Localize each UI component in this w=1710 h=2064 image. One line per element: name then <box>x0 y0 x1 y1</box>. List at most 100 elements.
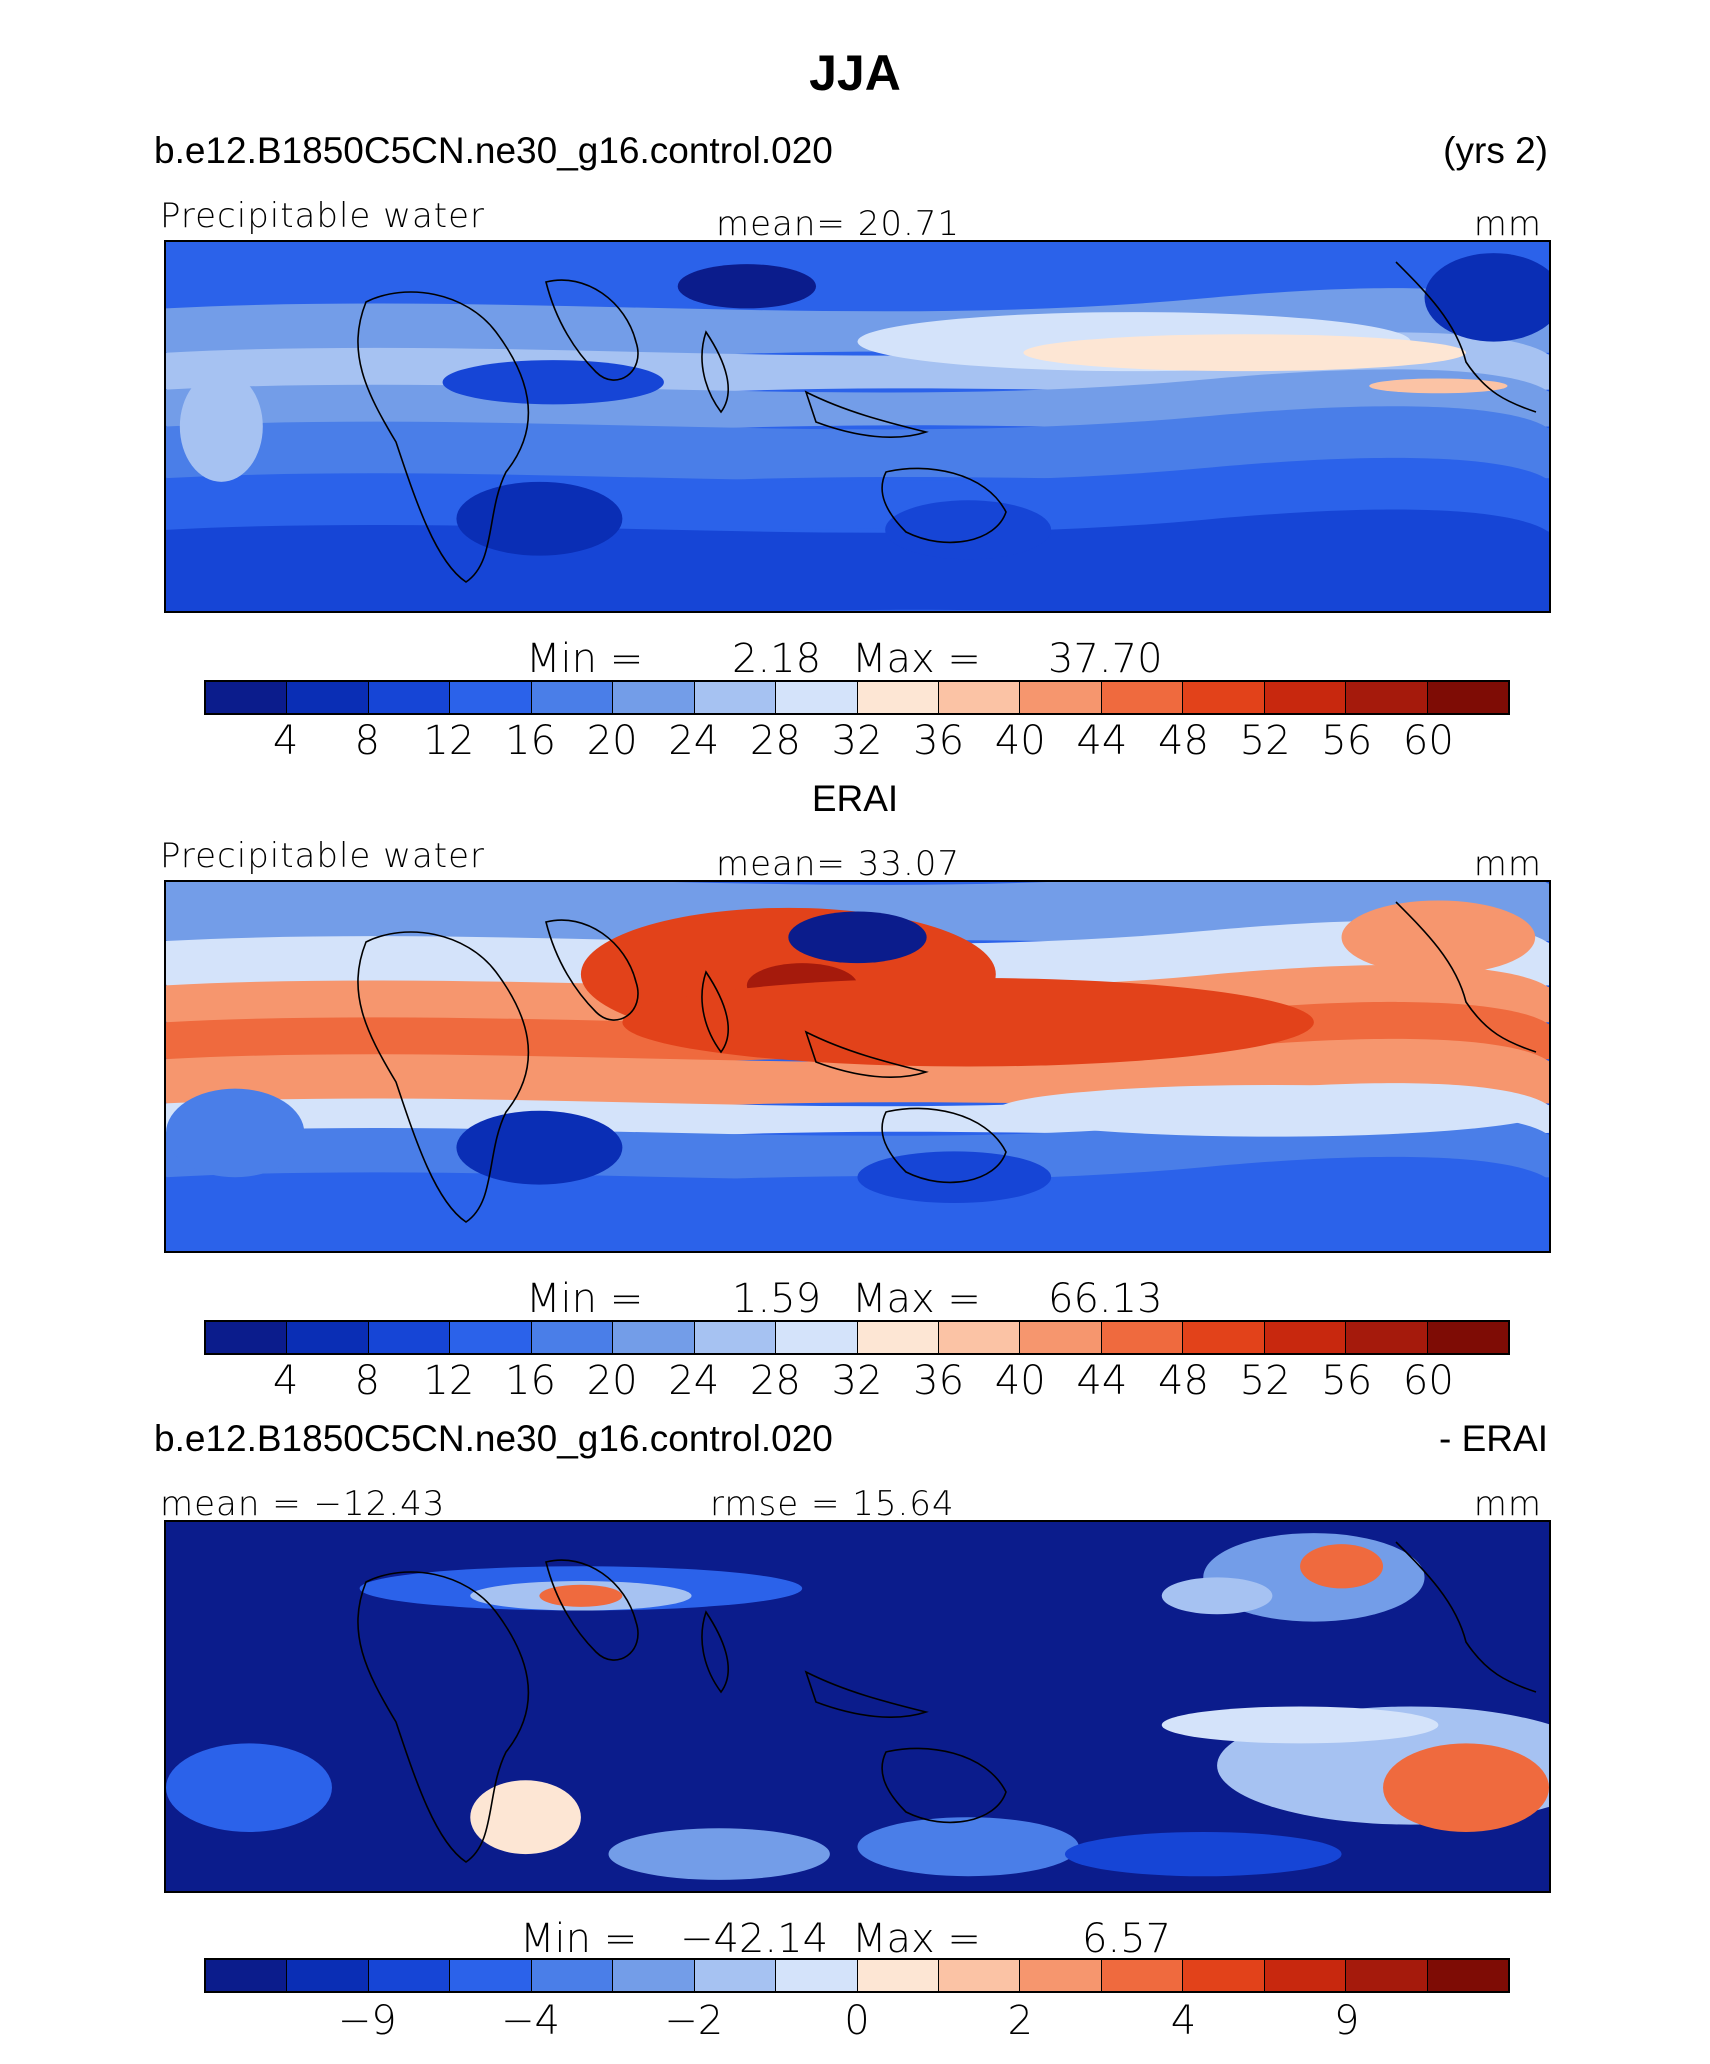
colorbar-swatch <box>1346 1322 1428 1353</box>
panel2-variable-label: Precipitable water <box>160 836 486 876</box>
colorbar-tick-label: 28 <box>749 1358 801 1404</box>
colorbar-tick-label: 40 <box>994 1358 1046 1404</box>
panel3-min-label: Min = <box>520 1916 638 1962</box>
contour-region <box>1300 1544 1384 1589</box>
colorbar-swatch <box>287 1322 369 1353</box>
colorbar-swatch <box>1020 1960 1102 1991</box>
contour-region <box>608 1828 830 1880</box>
colorbar-tick-label: 12 <box>423 718 475 764</box>
colorbar-swatch <box>694 1322 777 1353</box>
coastline <box>804 1670 929 1718</box>
colorbar-tick-label: 60 <box>1402 718 1454 764</box>
coastline <box>881 1747 1007 1824</box>
contour-region <box>442 360 664 405</box>
colorbar-swatch <box>1020 1322 1102 1353</box>
panel3-min-value: −42.14 <box>680 1916 829 1962</box>
colorbar-swatch <box>776 1322 858 1353</box>
colorbar-tick-label: 32 <box>831 718 883 764</box>
colorbar-swatch <box>938 682 1021 713</box>
contour-region <box>1161 1577 1273 1615</box>
coastline <box>881 467 1007 544</box>
colorbar-tick-label: 48 <box>1158 718 1209 764</box>
colorbar-tick-label: 60 <box>1402 1358 1454 1404</box>
contour-region <box>470 1780 581 1855</box>
colorbar-swatch <box>1346 682 1428 713</box>
colorbar-swatch <box>857 1960 939 1991</box>
contour-region <box>857 1817 1079 1877</box>
coastline <box>1395 1541 1537 1693</box>
colorbar-swatch <box>776 682 858 713</box>
colorbar-swatch <box>206 1960 288 1991</box>
panel1-units: mm <box>1473 204 1542 244</box>
panel2-colorbar <box>204 1320 1510 1355</box>
colorbar-tick-label: 8 <box>354 718 380 764</box>
colorbar-tick-label: 40 <box>994 718 1046 764</box>
panel2-map <box>164 880 1551 1253</box>
panel3-field <box>166 1522 1549 1891</box>
contour-region <box>539 1584 623 1607</box>
colorbar-swatch <box>287 1960 369 1991</box>
panel1-colorbar <box>204 680 1510 715</box>
colorbar-tick-label: 52 <box>1239 1358 1291 1404</box>
coastline <box>1395 901 1537 1053</box>
colorbar-tick-label: 36 <box>913 1358 965 1404</box>
colorbar-swatch <box>287 682 369 713</box>
colorbar-swatch <box>1427 1322 1508 1353</box>
colorbar-swatch <box>531 682 614 713</box>
colorbar-tick-label: 20 <box>586 1358 638 1404</box>
coastline <box>701 1610 729 1694</box>
coastline <box>804 1030 929 1078</box>
colorbar-swatch <box>857 682 939 713</box>
figure-title: JJA <box>809 45 901 101</box>
colorbar-tick-label: 4 <box>1170 1998 1197 2044</box>
coastline <box>357 931 530 1223</box>
panel1-years: (yrs 2) <box>1443 130 1548 171</box>
contour-region <box>456 481 623 556</box>
colorbar-tick-label: 32 <box>831 1358 883 1404</box>
coastline <box>545 1559 639 1661</box>
panel3-units: mm <box>1473 1484 1542 1524</box>
coastline <box>701 970 729 1054</box>
panel2-min-value: 1.59 <box>732 1276 822 1322</box>
colorbar-swatch <box>1101 1322 1184 1353</box>
panel1-field <box>166 242 1549 611</box>
contour-region <box>1424 253 1549 342</box>
panel2-max-label: Max = <box>852 1276 981 1322</box>
contour-region <box>1064 1831 1342 1877</box>
contour-region <box>622 977 1314 1067</box>
panel3-map <box>164 1520 1551 1893</box>
panel1-map <box>164 240 1551 613</box>
colorbar-swatch <box>857 1322 939 1353</box>
contour-region <box>166 1743 332 1832</box>
colorbar-tick-label: 44 <box>1076 1358 1128 1404</box>
panel1-case-name: b.e12.B1850C5CN.ne30_g16.control.020 <box>154 130 833 171</box>
colorbar-swatch <box>938 1960 1021 1991</box>
colorbar-tick-label: −4 <box>501 1998 560 2044</box>
panel3-minus-erai: - ERAI <box>1439 1418 1548 1459</box>
colorbar-tick-label: 24 <box>668 1358 720 1404</box>
colorbar-tick-label: 12 <box>423 1358 475 1404</box>
contour-region <box>788 911 927 964</box>
panel2-dataset-name: ERAI <box>811 778 899 819</box>
colorbar-swatch <box>694 682 777 713</box>
panel1-min-value: 2.18 <box>732 636 822 682</box>
coastline <box>1395 261 1537 413</box>
colorbar-swatch <box>368 1322 451 1353</box>
colorbar-tick-label: 48 <box>1158 1358 1209 1404</box>
colorbar-tick-label: 4 <box>272 718 299 764</box>
colorbar-tick-label: 8 <box>354 1358 380 1404</box>
colorbar-swatch <box>776 1960 858 1991</box>
coastline <box>881 1107 1007 1184</box>
colorbar-swatch <box>1183 1322 1265 1353</box>
colorbar-swatch <box>613 1322 695 1353</box>
colorbar-swatch <box>206 1322 288 1353</box>
coastline <box>545 919 639 1021</box>
coastline <box>357 1571 530 1863</box>
colorbar-tick-label: −2 <box>664 1998 724 2044</box>
panel1-max-label: Max = <box>852 636 981 682</box>
colorbar-tick-label: −9 <box>337 1998 397 2044</box>
coastline <box>701 330 729 414</box>
colorbar-tick-label: 16 <box>505 1358 556 1404</box>
colorbar-swatch <box>450 682 532 713</box>
panel1-mean: mean= 20.71 <box>716 204 961 244</box>
